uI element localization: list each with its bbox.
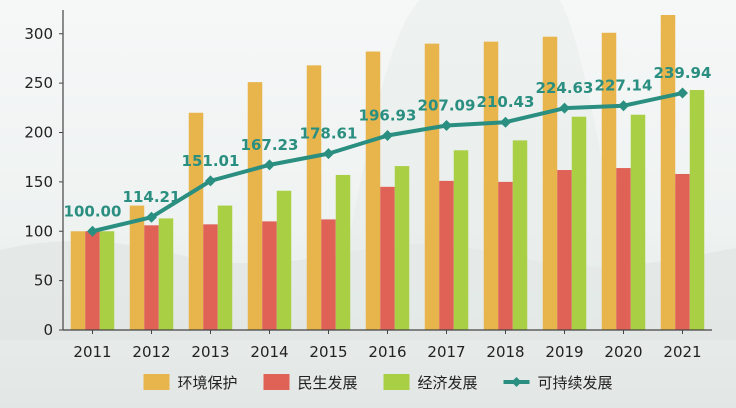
- bar-0-3: [247, 82, 263, 330]
- bar-0-5: [365, 51, 381, 330]
- line-layer: [87, 87, 688, 237]
- bar-0-0: [70, 231, 86, 330]
- bar-2-6: [453, 150, 469, 330]
- axis-layer: 0 50 100 150 200 250 300 2011 2012 2013 2014 2015 20…: [24, 10, 712, 361]
- bar-1-9: [616, 168, 631, 330]
- line-point-7: [500, 116, 511, 128]
- line-label-3: 167.23: [241, 136, 299, 154]
- y-tick-label-4: 200: [24, 124, 53, 142]
- bar-1-6: [439, 180, 454, 330]
- bar-2-0: [99, 231, 115, 330]
- x-tick-label-0: 2011: [73, 343, 111, 361]
- legend-label-2: 经济发展: [418, 374, 478, 392]
- legend-label-0: 环境保护: [178, 374, 238, 392]
- line-label-5: 196.93: [359, 107, 417, 125]
- y-tick-label-3: 150: [24, 173, 53, 191]
- line-point-6: [441, 119, 452, 131]
- line-point-0: [87, 225, 98, 237]
- bar-0-2: [188, 112, 204, 330]
- y-tick-label-0: 0: [43, 321, 53, 339]
- line-point-9: [618, 100, 629, 112]
- y-tick-label-1: 50: [34, 272, 53, 290]
- bar-1-3: [262, 221, 277, 331]
- bar-1-4: [321, 219, 336, 330]
- x-tick-label-4: 2015: [309, 343, 347, 361]
- bar-2-7: [512, 140, 528, 330]
- legend-label-3: 可持续发展: [538, 374, 613, 392]
- legend-swatch-1: [263, 374, 290, 390]
- line-label-10: 239.94: [654, 64, 712, 82]
- line-point-1: [146, 211, 157, 223]
- legend-marker-3: [511, 377, 522, 387]
- bar-2-1: [158, 218, 174, 330]
- line-point-8: [559, 102, 570, 114]
- line-label-2: 151.01: [182, 152, 240, 170]
- bar-1-10: [675, 173, 690, 330]
- bars-layer: [70, 14, 705, 331]
- bar-1-1: [144, 225, 159, 330]
- labels-layer: 100.00114.21151.01167.23178.61196.93207.…: [64, 64, 712, 220]
- legend-label-1: 民生发展: [298, 374, 358, 392]
- bar-0-10: [660, 14, 676, 331]
- x-tick-label-1: 2012: [132, 343, 170, 361]
- bar-2-8: [571, 116, 587, 330]
- legend-swatch-2: [383, 374, 410, 390]
- x-tick-label-7: 2018: [486, 343, 524, 361]
- line-label-8: 224.63: [536, 79, 594, 97]
- x-tick-label-10: 2021: [663, 343, 701, 361]
- x-tick-label-2: 2013: [191, 343, 229, 361]
- x-tick-label-3: 2014: [250, 343, 288, 361]
- y-tick-label-2: 100: [24, 222, 53, 240]
- line-point-5: [382, 130, 393, 142]
- line-point-4: [323, 148, 334, 160]
- line-point-2: [205, 175, 216, 187]
- bar-0-6: [424, 43, 440, 331]
- bar-2-5: [394, 166, 410, 330]
- bar-1-8: [557, 170, 572, 330]
- bar-2-4: [335, 174, 351, 330]
- bar-0-4: [306, 65, 322, 330]
- y-tick-label-6: 300: [24, 25, 53, 43]
- x-tick-label-9: 2020: [604, 343, 642, 361]
- bar-0-7: [483, 41, 499, 331]
- x-tick-label-8: 2019: [545, 343, 583, 361]
- bar-2-9: [630, 114, 646, 330]
- bar-2-10: [689, 90, 705, 330]
- line-label-7: 210.43: [477, 93, 535, 111]
- bar-1-0: [85, 231, 100, 330]
- line-label-4: 178.61: [300, 125, 358, 143]
- line-label-9: 227.14: [595, 77, 653, 95]
- y-tick-label-5: 250: [24, 74, 53, 92]
- line-label-1: 114.21: [123, 188, 181, 206]
- bar-0-1: [129, 205, 145, 330]
- bar-1-5: [380, 186, 395, 330]
- x-tick-label-6: 2017: [427, 343, 465, 361]
- bar-2-2: [217, 205, 233, 330]
- bar-1-2: [203, 224, 218, 330]
- x-tick-label-5: 2016: [368, 343, 406, 361]
- legend: 环境保护 民生发展 经济发展 可持续发展: [143, 374, 613, 392]
- bar-1-7: [498, 181, 513, 331]
- line-label-0: 100.00: [64, 202, 122, 220]
- legend-swatch-0: [143, 374, 170, 390]
- bar-2-3: [276, 190, 292, 330]
- line-point-10: [677, 87, 688, 99]
- line-point-3: [264, 159, 275, 171]
- line-label-6: 207.09: [418, 96, 476, 114]
